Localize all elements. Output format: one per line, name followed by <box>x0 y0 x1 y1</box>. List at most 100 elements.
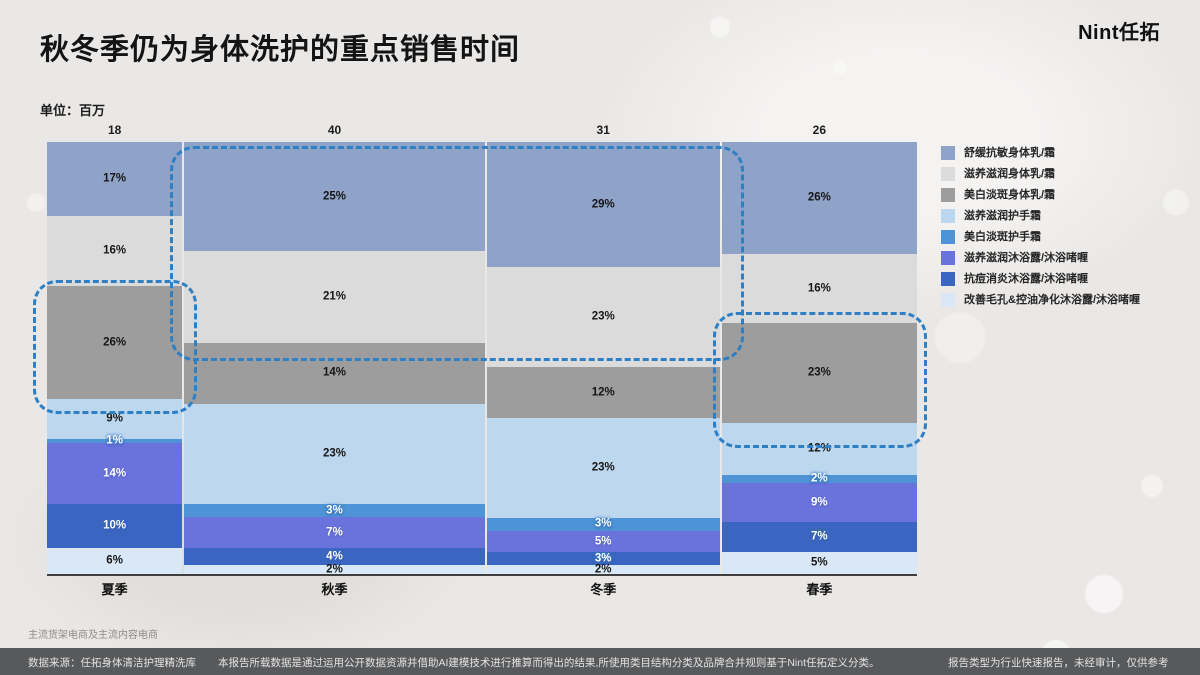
legend-item: 抗痘消炎沐浴露/沐浴啫喱 <box>941 272 1191 286</box>
segment-value-label: 12% <box>591 385 615 398</box>
segment-value-label: 3% <box>326 503 343 516</box>
segment-滋养滋润身体乳/霜: 16% <box>47 216 183 286</box>
segment-value-label: 23% <box>807 366 831 379</box>
legend-label: 抗痘消炎沐浴露/沐浴啫喱 <box>964 272 1089 285</box>
legend-item: 改善毛孔&控油净化沐浴露/沐浴啫喱 <box>941 293 1191 307</box>
segment-改善毛孔&控油净化沐浴露/沐浴啫喱: 5% <box>721 552 917 574</box>
footer-bar: 数据来源：任拓身体清洁护理精洗库 本报告所载数据是通过运用公开数据资源并借助AI… <box>0 648 1200 675</box>
segment-value-label: 14% <box>322 366 346 379</box>
chart-column-夏季: 18 17% 16% 26% 9% 1% 14% 10% 6% 夏季 <box>47 123 183 597</box>
footer-methodology: 本报告所载数据是通过运用公开数据资源并借助AI建模技术进行推算而得出的结果,所使… <box>218 657 880 669</box>
segment-value-label: 29% <box>591 197 615 210</box>
chart-column-秋季: 40 25% 21% 14% 23% 3% 7% 4% 2% 秋季 <box>184 123 485 597</box>
footer-data-source: 数据来源：任拓身体清洁护理精洗库 <box>28 657 196 669</box>
segment-滋养滋润沐浴露/沐浴啫喱: 5% <box>486 530 720 553</box>
legend-label: 美白淡斑护手霜 <box>964 230 1041 243</box>
segment-value-label: 16% <box>807 282 831 295</box>
segment-改善毛孔&控油净化沐浴露/沐浴啫喱: 6% <box>47 547 183 574</box>
column-total: 31 <box>596 123 610 137</box>
legend-label: 滋养滋润护手霜 <box>964 209 1041 222</box>
chart-column-冬季: 31 29% 23% 12% 23% 3% 5% 3% 2% 冬季 <box>486 123 720 597</box>
chart-column-春季: 26 26% 16% 23% 12% 2% 9% 7% 5% 春季 <box>721 123 917 597</box>
segment-value-label: 16% <box>103 244 127 257</box>
column-total: 26 <box>812 123 826 137</box>
segment-滋养滋润身体乳/霜: 23% <box>486 267 720 367</box>
segment-value-label: 9% <box>811 495 828 508</box>
mekko-chart: 18 17% 16% 26% 9% 1% 14% 10% 6% 夏季 40 25% 21% 14% 23% 3… <box>47 123 917 597</box>
segment-美白淡斑护手霜: 3% <box>184 503 485 518</box>
legend-label: 舒缓抗敏身体乳/霜 <box>964 146 1056 159</box>
segment-value-label: 2% <box>811 472 828 485</box>
segment-抗痘消炎沐浴露/沐浴啫喱: 3% <box>486 552 720 566</box>
segment-value-label: 6% <box>106 554 123 567</box>
segment-滋养滋润身体乳/霜: 16% <box>721 254 917 324</box>
legend-item: 滋养滋润护手霜 <box>941 209 1191 223</box>
segment-滋养滋润护手霜: 23% <box>486 418 720 518</box>
segment-滋养滋润护手霜: 9% <box>47 399 183 439</box>
scope-note: 主流货架电商及主流内容电商 <box>28 630 158 641</box>
segment-value-label: 5% <box>594 534 612 547</box>
segment-value-label: 4% <box>326 549 343 562</box>
segment-舒缓抗敏身体乳/霜: 25% <box>184 142 485 252</box>
segment-value-label: 3% <box>594 517 612 530</box>
segment-滋养滋润沐浴露/沐浴啫喱: 7% <box>184 517 485 548</box>
segment-value-label: 7% <box>811 530 828 543</box>
legend-swatch-icon <box>941 188 955 202</box>
legend-item: 滋养滋润沐浴露/沐浴啫喱 <box>941 251 1191 265</box>
legend-swatch-icon <box>941 293 955 307</box>
x-axis-label-夏季: 夏季 <box>101 582 128 597</box>
segment-value-label: 26% <box>807 191 831 204</box>
legend-item: 滋养滋润身体乳/霜 <box>941 167 1191 181</box>
legend-swatch-icon <box>941 272 955 286</box>
segment-美白淡斑护手霜: 3% <box>486 517 720 531</box>
segment-抗痘消炎沐浴露/沐浴啫喱: 10% <box>47 504 183 548</box>
segment-value-label: 23% <box>322 447 346 460</box>
segment-value-label: 14% <box>103 466 127 479</box>
segment-舒缓抗敏身体乳/霜: 29% <box>486 142 720 268</box>
segment-美白淡斑身体乳/霜: 14% <box>184 342 485 404</box>
segment-value-label: 3% <box>594 552 612 565</box>
segment-value-label: 12% <box>807 441 831 454</box>
legend-swatch-icon <box>941 230 955 244</box>
footer-disclaimer: 报告类型为行业快速报告，未经审计，仅供参考 <box>948 657 1169 669</box>
segment-value-label: 21% <box>322 290 346 303</box>
legend-label: 滋养滋润身体乳/霜 <box>964 167 1056 180</box>
segment-value-label: 23% <box>591 461 615 474</box>
segment-改善毛孔&控油净化沐浴露/沐浴啫喱: 2% <box>184 562 485 575</box>
legend-swatch-icon <box>941 209 955 223</box>
legend-label: 改善毛孔&控油净化沐浴露/沐浴啫喱 <box>964 293 1140 306</box>
segment-value-label: 23% <box>591 310 615 323</box>
segment-滋养滋润护手霜: 12% <box>721 422 917 475</box>
legend-item: 舒缓抗敏身体乳/霜 <box>941 146 1191 160</box>
column-total: 40 <box>327 123 342 137</box>
x-axis-label-冬季: 冬季 <box>590 582 617 597</box>
segment-value-label: 2% <box>326 562 343 575</box>
segment-value-label: 7% <box>326 525 343 538</box>
segment-滋养滋润沐浴露/沐浴啫喱: 14% <box>47 443 183 505</box>
segment-改善毛孔&控油净化沐浴露/沐浴啫喱: 2% <box>486 562 720 575</box>
segment-value-label: 9% <box>106 412 123 425</box>
segment-value-label: 5% <box>811 556 828 569</box>
nint-logo: Nint任拓 <box>1078 22 1160 44</box>
segment-滋养滋润护手霜: 23% <box>184 403 485 505</box>
segment-舒缓抗敏身体乳/霜: 17% <box>47 142 183 217</box>
legend-label: 滋养滋润沐浴露/沐浴啫喱 <box>964 251 1089 264</box>
unit-label: 单位：百万 <box>40 103 106 118</box>
segment-滋养滋润沐浴露/沐浴啫喱: 9% <box>721 483 917 523</box>
segment-美白淡斑身体乳/霜: 26% <box>47 286 183 400</box>
legend-item: 美白淡斑身体乳/霜 <box>941 188 1191 202</box>
segment-value-label: 26% <box>103 335 127 348</box>
segment-美白淡斑身体乳/霜: 12% <box>486 366 720 419</box>
segment-value-label: 2% <box>594 562 612 575</box>
x-axis-label-秋季: 秋季 <box>321 582 348 597</box>
segment-value-label: 17% <box>103 172 127 185</box>
segment-滋养滋润身体乳/霜: 21% <box>184 251 485 343</box>
chart-legend: 舒缓抗敏身体乳/霜 滋养滋润身体乳/霜 美白淡斑身体乳/霜 滋养滋润护手霜 美白淡斑护手… <box>941 146 1191 314</box>
page-title: 秋冬季仍为身体洗护的重点销售时间 <box>40 34 521 66</box>
segment-舒缓抗敏身体乳/霜: 26% <box>721 142 917 255</box>
legend-swatch-icon <box>941 146 955 160</box>
legend-swatch-icon <box>941 167 955 181</box>
column-total: 18 <box>107 123 122 137</box>
legend-label: 美白淡斑身体乳/霜 <box>964 188 1056 201</box>
segment-value-label: 10% <box>103 519 127 532</box>
